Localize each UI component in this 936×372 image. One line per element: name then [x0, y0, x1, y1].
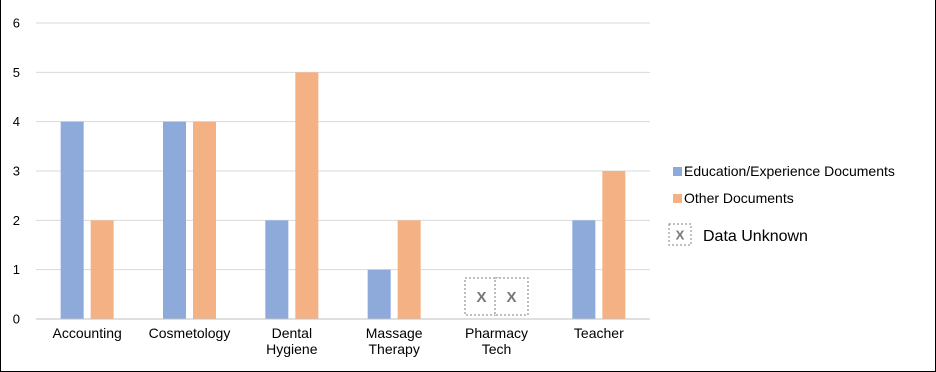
legend: Education/Experience Documents Other Docu… — [668, 163, 895, 246]
y-axis-ticks: 0 1 2 3 4 5 6 — [13, 16, 20, 327]
bar-0-3 — [367, 269, 391, 319]
bar-1-1 — [193, 121, 216, 320]
y-tick-label-0: 0 — [13, 312, 20, 327]
x-category-label: Therapy — [368, 341, 419, 357]
x-category-label: Dental — [272, 325, 312, 341]
legend-unknown-label: Data Unknown — [703, 228, 808, 245]
y-tick-label-6: 6 — [13, 16, 20, 31]
bar-1-2 — [295, 72, 319, 319]
y-tick-label-2: 2 — [13, 213, 20, 228]
x-category-label: Tech — [482, 341, 512, 357]
bar-0-1 — [163, 121, 186, 320]
legend-swatch-1 — [673, 194, 682, 203]
bar-0-2 — [265, 220, 289, 319]
unknown-marker: X — [464, 277, 499, 316]
legend-label-0: Education/Experience Documents — [684, 163, 895, 179]
unknown-x: X — [506, 289, 516, 306]
y-tick-label-5: 5 — [13, 65, 20, 80]
y-tick-label-1: 1 — [13, 262, 20, 277]
y-tick-label-4: 4 — [13, 114, 20, 129]
bar-0-0 — [60, 121, 84, 320]
unknown-x: X — [476, 289, 486, 306]
bar-0-5 — [572, 220, 596, 319]
legend-unknown-box — [668, 223, 692, 246]
legend-label-1: Other Documents — [684, 190, 794, 206]
x-category-label: Pharmacy — [465, 325, 528, 341]
gridlines — [36, 22, 650, 271]
x-category-label: Cosmetology — [149, 325, 231, 341]
unknown-box — [464, 277, 499, 316]
x-category-label: Accounting — [53, 325, 122, 341]
x-category-label: Teacher — [574, 325, 624, 341]
bar-1-5 — [602, 171, 626, 319]
bar-1-0 — [90, 220, 114, 319]
legend-swatch-0 — [673, 167, 682, 176]
legend-unknown-x: X — [676, 228, 685, 243]
bars — [60, 72, 626, 320]
unknown-box — [494, 277, 529, 316]
bar-1-3 — [397, 220, 421, 319]
legend-unknown: X Data Unknown — [668, 223, 808, 246]
x-category-label: Hygiene — [266, 341, 318, 357]
y-tick-label-3: 3 — [13, 164, 20, 179]
unknown-marker: X — [494, 277, 529, 316]
x-category-label: Massage — [366, 325, 423, 341]
